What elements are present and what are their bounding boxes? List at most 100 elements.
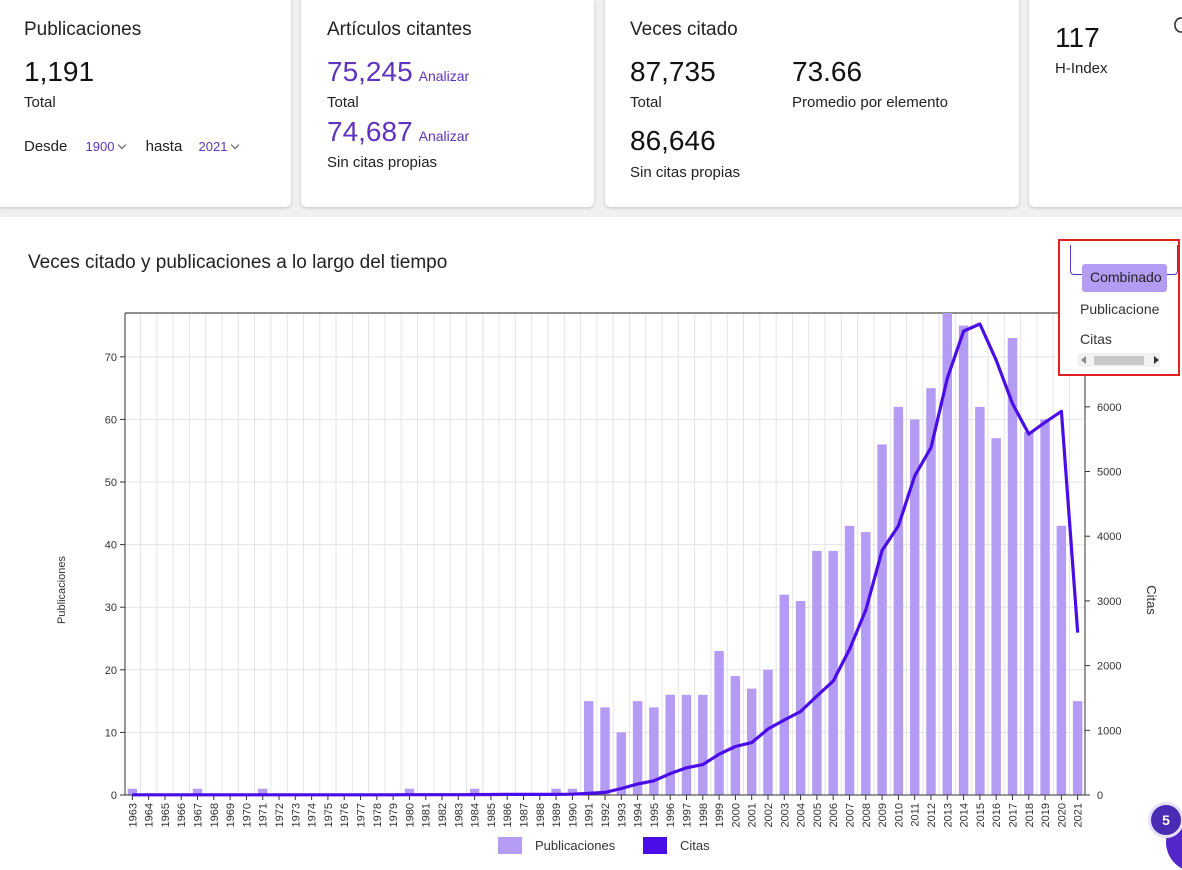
analizar-link[interactable]: Analizar [418,68,470,84]
articulos-sin-caption: Sin citas propias [327,154,438,171]
h-index-caption: H-Index [1055,60,1108,77]
help-widget[interactable]: 5 [1148,802,1182,870]
x-tick-label: 1980 [404,803,416,827]
x-tick-label: 1967 [193,803,205,827]
chart-bars [127,313,1083,795]
bar-publicaciones [942,313,953,795]
card-title: Veces citado [630,19,738,40]
y-tick-label: 10 [105,727,117,739]
x-tick-label: 2003 [779,803,791,827]
chart-type-dropdown[interactable]: Combinado Publicacione Citas [1058,239,1180,376]
x-tick-label: 1987 [519,803,531,827]
card-veces-citado: Veces citado 87,735 Total 73.66 Promedio… [605,0,1019,207]
bar-publicaciones [844,525,855,795]
x-tick-label: 2020 [1056,803,1068,827]
y-right-axis-title: Citas [1144,585,1159,615]
chart-title: Veces citado y publicaciones a lo largo … [28,252,448,273]
dropdown-option-citas[interactable]: Citas [1080,331,1112,347]
x-tick-label: 1971 [258,803,270,827]
x-tick-label: 1976 [339,803,351,827]
x-tick-label: 1995 [649,803,661,827]
bar-publicaciones [812,550,822,795]
bar-publicaciones [861,532,871,795]
bar-publicaciones [404,788,415,795]
x-tick-label: 1963 [127,803,139,827]
bar-publicaciones [909,419,920,795]
x-tick-label: 2019 [1040,803,1052,827]
dropdown-horizontal-scrollbar[interactable] [1078,353,1160,367]
publicaciones-total-caption: Total [24,94,56,111]
x-tick-label: 2007 [844,803,856,827]
x-tick-label: 2012 [926,803,938,827]
articulos-total-value[interactable]: 75,245 [327,56,413,87]
y-tick-label: 0 [111,790,117,802]
legend-swatch-publicaciones [498,837,522,854]
articulos-total-caption: Total [327,94,359,111]
notification-badge[interactable]: 5 [1148,802,1182,838]
desde-value: 1900 [85,139,115,154]
y-right-tick-label: 4000 [1097,531,1121,543]
bar-publicaciones [681,694,692,795]
desde-select[interactable]: 1900 [85,139,127,154]
x-tick-label: 2005 [812,803,824,827]
y-right-tick-label: 2000 [1097,661,1121,673]
bar-publicaciones [257,788,268,795]
bar-publicaciones [1072,701,1083,795]
legend-label-publicaciones: Publicaciones [535,838,616,853]
bar-publicaciones [714,651,724,795]
x-tick-label: 1998 [698,803,710,827]
x-tick-label: 1999 [714,803,726,827]
card-title: Publicaciones [24,19,142,40]
year-range: Desde 1900 hasta 2021 [24,138,240,155]
x-tick-label: 1991 [584,803,596,827]
x-tick-label: 1974 [307,803,319,827]
bar-publicaciones [893,406,904,795]
x-tick-label: 1975 [323,803,335,827]
y-right-tick-label: 6000 [1097,402,1121,414]
scrollbar-thumb[interactable] [1094,356,1144,365]
veces-total-value: 87,735 [630,56,716,87]
desde-label: Desde [24,138,68,155]
hasta-select[interactable]: 2021 [198,139,240,154]
card-articulos-citantes: Artículos citantes 75,245 Analizar Total … [301,0,594,207]
x-tick-label: 1992 [600,803,612,827]
articulos-sin-value[interactable]: 74,687 [327,116,413,147]
dropdown-option-combinado[interactable]: Combinado [1082,264,1167,292]
scroll-right-arrow-icon[interactable] [1154,356,1159,364]
x-tick-label: 2018 [1024,803,1036,827]
x-tick-label: 2011 [910,803,922,827]
x-tick-label: 1988 [535,803,547,827]
hasta-value: 2021 [198,139,228,154]
scroll-left-arrow-icon[interactable] [1081,356,1086,364]
x-tick-label: 2013 [942,803,954,827]
bar-publicaciones [1056,525,1067,795]
bar-publicaciones [975,406,985,795]
analizar-link[interactable]: Analizar [418,128,470,144]
publicaciones-total-value: 1,191 [24,56,95,87]
y-right-tick-label: 3000 [1097,596,1121,608]
card-publicaciones: Publicaciones 1,191 Total Desde 1900 has… [0,0,291,207]
x-tick-label: 1979 [388,803,400,827]
promedio-value: 73.66 [792,56,863,87]
bar-publicaciones [795,600,806,795]
bar-publicaciones [1007,338,1018,795]
y-tick-label: 20 [105,665,117,677]
y-tick-label: 50 [105,477,117,489]
x-tick-label: 1997 [681,803,693,827]
veces-total-caption: Total [630,94,662,111]
x-tick-label: 1970 [241,803,253,827]
dropdown-option-publicaciones[interactable]: Publicacione [1080,301,1160,317]
x-tick-label: 1977 [356,803,368,827]
x-tick-label: 1982 [437,803,449,827]
bar-publicaciones [730,676,741,795]
chart-line [132,322,1080,797]
x-tick-label: 1994 [633,803,645,827]
info-icon[interactable] [1174,16,1182,34]
y-tick-label: 40 [105,540,117,552]
card-h-index: 117 H-Index [1029,0,1182,207]
y-right-tick-label: 0 [1097,790,1103,802]
bar-publicaciones [779,594,790,795]
x-tick-label: 2002 [763,803,775,827]
bar-publicaciones [877,444,887,795]
